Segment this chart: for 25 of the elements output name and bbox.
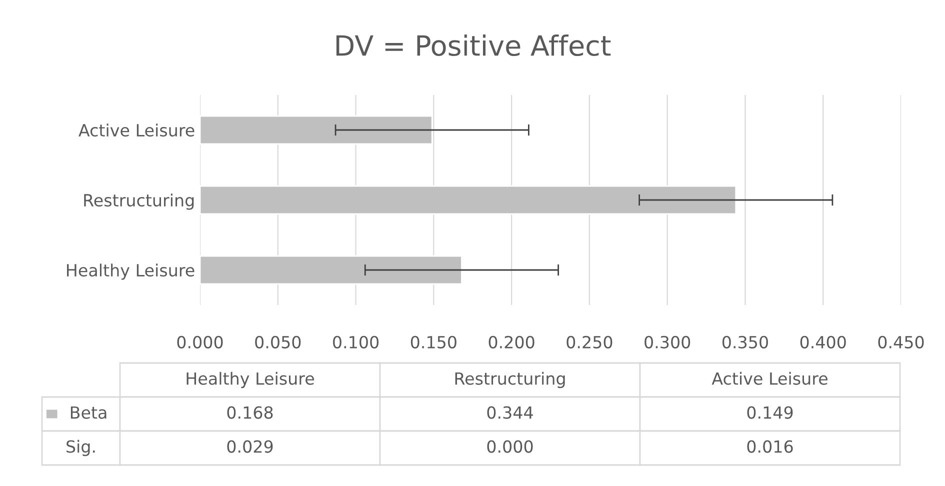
x-tick-label: 0.250 <box>566 336 612 348</box>
text: 0.344 <box>487 406 533 419</box>
text: 0.000 <box>487 440 533 453</box>
x-tick-label: 0.050 <box>255 336 301 348</box>
text: 0.168 <box>227 406 273 419</box>
x-tick-label: 0.200 <box>488 336 534 348</box>
x-tick-label: 0.300 <box>644 336 690 348</box>
x-tick-label: 0.100 <box>333 336 379 348</box>
chart-title: DV = Positive Affect <box>336 34 611 56</box>
category-label: Restructuring <box>455 372 565 388</box>
y-tick-label: Active Leisure <box>78 124 194 137</box>
x-tick-label: 0.450 <box>878 336 924 348</box>
text: 0.149 <box>747 406 793 419</box>
y-tick-label: Healthy Leisure <box>67 264 194 280</box>
legend-label: Beta <box>70 406 106 419</box>
text: Sig. <box>66 440 95 456</box>
x-tick-label: 0.150 <box>410 336 456 348</box>
x-tick-label: 0.350 <box>722 336 768 348</box>
x-tick-label: 0.400 <box>800 336 846 348</box>
text: 0.029 <box>227 440 273 453</box>
category-label: Active Leisure <box>712 372 828 385</box>
category-label: Healthy Leisure <box>186 372 314 388</box>
x-tick-label: 0.000 <box>177 336 223 348</box>
text: 0.016 <box>747 440 793 453</box>
y-tick-label: Restructuring <box>84 194 194 210</box>
